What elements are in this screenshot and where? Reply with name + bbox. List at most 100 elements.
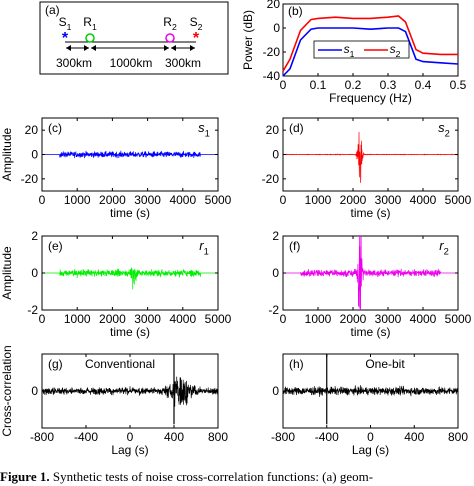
x-tick-label: 2000: [340, 193, 367, 207]
x-axis-label: time (s): [110, 206, 150, 220]
y-tick-label: 0: [31, 384, 38, 398]
y-axis-label: Amplitude: [0, 128, 14, 182]
y-tick-label: -20: [263, 45, 281, 59]
distance-label: 300km: [56, 56, 92, 70]
arrow-head: [84, 45, 89, 51]
trace-label: Conventional: [85, 357, 155, 371]
x-tick-label: -800: [271, 430, 295, 444]
trace-label: r2: [439, 238, 449, 257]
y-tick-label: 20: [267, 0, 281, 11]
x-tick-label: 800: [448, 430, 468, 444]
panel-b-tag: (b): [288, 4, 303, 18]
x-axis-label: Lag (s): [111, 443, 148, 457]
panel-tag: (f): [289, 239, 300, 253]
y-axis-label: Power (dB): [241, 10, 255, 70]
arrow-head: [66, 45, 71, 51]
station-marker-asterisk: *: [193, 30, 200, 47]
station-label: R2: [163, 15, 177, 32]
y-tick-label: -20: [262, 172, 280, 186]
y-tick-label: 20: [25, 123, 39, 137]
x-tick-label: -400: [315, 430, 339, 444]
station-marker-circle: [165, 33, 175, 43]
panel-tag: (c): [48, 121, 62, 135]
y-axis-label: Cross-correlation: [0, 345, 14, 436]
x-tick-label: 4000: [169, 312, 196, 326]
panel-tag: (g): [48, 357, 63, 371]
x-tick-label: 1000: [64, 312, 91, 326]
x-tick-label: 2000: [340, 312, 367, 326]
x-axis-label: Frequency (Hz): [329, 91, 412, 105]
caption-text: Synthetic tests of noise cross-correlati…: [52, 469, 374, 484]
arrow-head: [190, 45, 195, 51]
panel-tag: (d): [289, 121, 304, 135]
signal-trace: [282, 385, 459, 397]
trace-label: One-bit: [365, 357, 405, 371]
signal-trace: [41, 376, 219, 407]
x-axis-label: Lag (s): [352, 443, 389, 457]
y-tick-label: -2: [268, 303, 279, 317]
panel-b-spectrum: 0 0.1 0.2 0.3 0.4 0.5 -40 -20 0 20 (b) Frequency (H…: [241, 0, 467, 105]
caption-label: Figure 1.: [0, 469, 50, 484]
x-tick-label: 0: [39, 193, 46, 207]
station-label: S1: [59, 15, 72, 32]
x-tick-label: 1000: [305, 193, 332, 207]
y-tick-label: 2: [272, 229, 279, 243]
panel-g-plot: -800 -400 0 400 800 0 (g) Conventional Lag (s) Cr…: [0, 345, 228, 457]
signal-trace: [282, 132, 459, 183]
x-tick-label: 0: [39, 312, 46, 326]
x-tick-label: 400: [164, 430, 184, 444]
panel-a-frame: [39, 1, 229, 75]
x-tick-label: 5000: [445, 193, 472, 207]
x-tick-label: 0: [280, 312, 287, 326]
legend-entry: s2: [390, 42, 401, 59]
x-tick-label: 0.2: [345, 78, 362, 92]
x-tick-label: 2000: [99, 193, 126, 207]
x-tick-label: -800: [30, 430, 54, 444]
y-tick-label: -20: [21, 172, 39, 186]
series-line-s1: [282, 27, 459, 77]
signal-trace: [42, 267, 218, 290]
y-tick-label: 0: [31, 148, 38, 162]
series-line-s2: [282, 15, 458, 72]
trace-label: s1: [198, 120, 210, 139]
x-tick-label: 400: [404, 430, 424, 444]
y-tick-label: 0: [272, 266, 279, 280]
trace-label: r1: [199, 238, 209, 257]
x-tick-label: 5000: [205, 312, 232, 326]
y-tick-label: -2: [27, 303, 38, 317]
plot-frame: [282, 3, 459, 77]
x-tick-label: 0.3: [380, 78, 397, 92]
trace-label: s2: [438, 120, 450, 139]
x-tick-label: 2000: [99, 312, 126, 326]
x-tick-label: 4000: [410, 312, 437, 326]
y-tick-label: 20: [266, 123, 280, 137]
x-tick-label: 1000: [64, 193, 91, 207]
x-axis-label: time (s): [351, 325, 391, 339]
legend-entry: s1: [344, 42, 355, 59]
x-tick-label: 4000: [169, 193, 196, 207]
distance-label: 300km: [165, 56, 201, 70]
arrow-head: [91, 45, 96, 51]
distance-label: 1000km: [110, 56, 153, 70]
x-tick-label: 4000: [410, 193, 437, 207]
x-tick-label: 1000: [305, 312, 332, 326]
y-axis-label: Amplitude: [0, 246, 14, 300]
x-tick-label: 3000: [375, 312, 402, 326]
x-tick-label: 3000: [134, 193, 161, 207]
panel-tag: (h): [289, 357, 304, 371]
x-tick-label: 0.4: [415, 78, 432, 92]
panel-tag: (e): [48, 239, 63, 253]
arrow-head: [171, 45, 176, 51]
y-tick-label: -40: [263, 69, 281, 83]
x-axis-label: time (s): [351, 206, 391, 220]
legend-box: [313, 40, 410, 59]
x-tick-label: 800: [208, 430, 228, 444]
station-marker-circle: [85, 33, 95, 43]
signal-trace: [283, 235, 458, 311]
x-axis-label: time (s): [110, 325, 150, 339]
